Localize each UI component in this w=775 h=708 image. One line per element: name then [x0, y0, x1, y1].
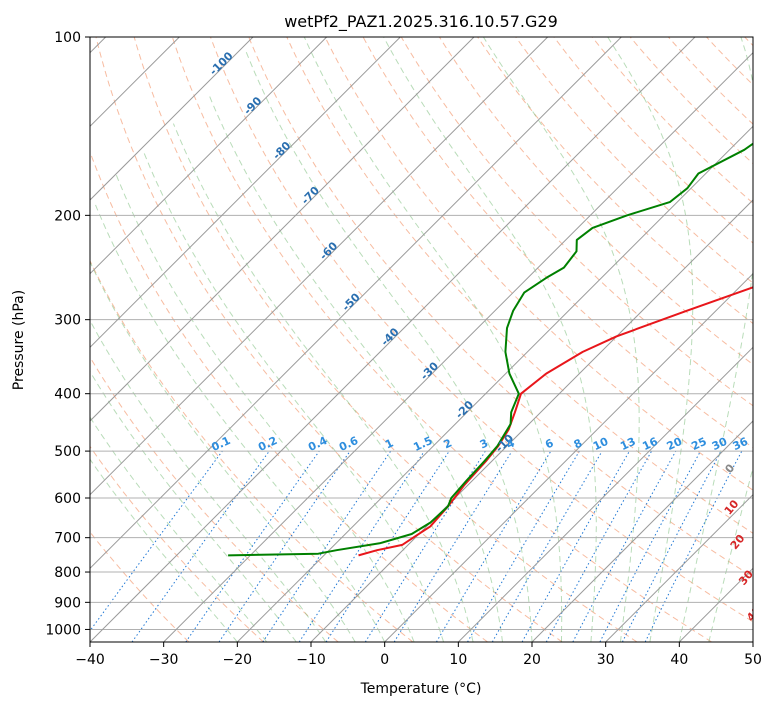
moist-adiabat-line	[90, 260, 356, 642]
y-tick-label: 300	[54, 313, 81, 329]
mixing-ratio-label: 16	[640, 435, 660, 453]
mixing-ratio-line	[185, 450, 320, 642]
moist-adiabat-line	[607, 37, 694, 642]
x-tick-label: −30	[149, 652, 179, 668]
mixing-ratio-line	[393, 450, 513, 642]
y-tick-label: 700	[54, 531, 81, 547]
dry-adiabat-line	[171, 37, 712, 642]
x-tick-label: −20	[223, 652, 253, 668]
moist-adiabat-line	[115, 173, 415, 642]
isotherm-line	[90, 37, 328, 275]
x-tick-label: −10	[296, 652, 326, 668]
dry-adiabat-line	[400, 37, 753, 407]
isotherm-line	[236, 125, 753, 642]
dry-adiabat-line	[477, 37, 753, 325]
isotherm-line	[384, 272, 753, 642]
dry-adiabat-line	[629, 37, 753, 165]
mixing-ratio-line	[435, 450, 552, 642]
moist-adiabat-line	[708, 466, 753, 642]
isotherm-line	[90, 37, 549, 496]
y-axis-label: Pressure (hPa)	[11, 290, 27, 390]
moist-adiabat-line	[244, 49, 533, 642]
moist-adiabat-line	[482, 37, 640, 642]
x-axis-ticks: −40 −30 −20 −10 0 10 20 30 40 50	[75, 642, 762, 668]
mixing-ratio-label: 30	[710, 435, 730, 453]
y-axis-ticks: 100 200 300 400 500 600 700 800 900 1000	[45, 30, 90, 638]
mixing-ratio-label: 36	[731, 435, 751, 453]
x-tick-label: 50	[744, 652, 762, 668]
temperature-line	[358, 286, 753, 557]
dry-adiabat-line	[324, 37, 753, 491]
moist-adiabat-line	[90, 458, 238, 642]
x-tick-label: 40	[670, 652, 688, 668]
dry-adiabat-line	[248, 37, 753, 578]
x-tick-label: 0	[380, 652, 389, 668]
y-tick-label: 100	[54, 30, 81, 46]
y-tick-label: 600	[54, 491, 81, 507]
mixing-ratio-label: 10	[591, 435, 611, 453]
mixing-ratio-lines	[90, 450, 743, 642]
y-tick-label: 800	[54, 565, 81, 581]
mixing-ratio-label: 13	[618, 435, 637, 453]
plot-area: -100-90-80-70-60-50-40-30-20-100.1 0.2 0.4…	[90, 37, 764, 642]
y-tick-label: 1000	[45, 622, 81, 638]
isotherm-line	[90, 37, 475, 422]
isotherm-line	[90, 37, 401, 349]
mixing-ratio-line	[131, 450, 270, 642]
moist-adiabat-line	[303, 37, 563, 642]
x-tick-label: 20	[523, 652, 541, 668]
mixing-ratio-line	[491, 450, 603, 642]
skewed-isotherms	[90, 37, 753, 642]
dry-adiabat-line	[90, 259, 414, 642]
isotherm-line	[605, 493, 753, 642]
x-axis-label: Temperature (°C)	[360, 681, 482, 697]
dry-adiabat-line	[515, 37, 753, 284]
mixing-ratio-line	[364, 450, 486, 642]
mixing-ratio-label: 20	[665, 435, 685, 453]
moist-adiabat-line	[172, 123, 474, 642]
pressure-gridlines	[90, 37, 753, 630]
isotherm-line	[531, 420, 753, 642]
moist-adiabat-line	[90, 416, 268, 642]
y-tick-label: 900	[54, 595, 81, 611]
mixing-ratio-line	[521, 450, 630, 642]
chart-title: wetPf2_PAZ1.2025.316.10.57.G29	[284, 12, 558, 32]
moist-adiabat-label: 40	[744, 604, 764, 624]
dry-adiabat-line	[90, 445, 264, 642]
y-tick-label: 400	[54, 387, 81, 403]
x-tick-label: 10	[449, 652, 467, 668]
mixing-ratio-line	[467, 450, 580, 642]
moist-adiabat-line	[90, 370, 297, 642]
x-tick-label: 30	[597, 652, 615, 668]
mixing-ratio-line	[572, 450, 677, 642]
isotherm-line	[310, 199, 753, 642]
isotherm-line	[457, 346, 753, 642]
plot-frame	[89, 36, 754, 643]
dry-adiabat-line	[95, 37, 563, 642]
isotherm-line	[163, 51, 753, 642]
y-tick-label: 500	[54, 444, 81, 460]
dry-adiabat-line	[591, 37, 753, 204]
isotherm-line	[90, 37, 622, 570]
x-tick-label: −40	[75, 652, 105, 668]
profile-series	[228, 142, 753, 557]
mixing-ratio-line	[325, 450, 450, 642]
moist-adiabat-line	[678, 37, 753, 642]
y-tick-label: 200	[54, 208, 81, 224]
dry-adiabat-line	[210, 37, 753, 623]
moist-adiabat-line	[93, 201, 386, 642]
mixing-ratio-label: 25	[689, 435, 708, 453]
isotherm-line	[90, 37, 696, 642]
dewpoint-line	[228, 142, 753, 557]
mixing-ratio-line	[90, 450, 223, 632]
dry-adiabat-line	[133, 37, 638, 642]
isotherm-line	[90, 37, 254, 201]
mixing-ratio-line	[218, 450, 351, 642]
moist-adiabat-line	[90, 319, 327, 642]
